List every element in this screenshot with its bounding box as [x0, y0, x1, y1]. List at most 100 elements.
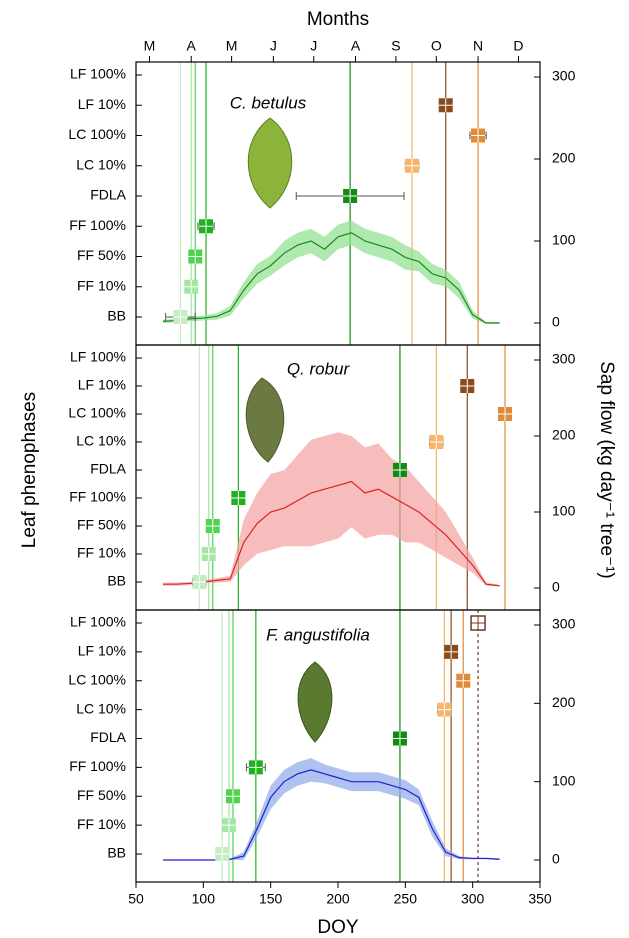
- x-tick-label: 300: [461, 891, 485, 907]
- x2-tick-label: S: [391, 38, 400, 54]
- marker-cross: [460, 379, 475, 393]
- leaf-icons: [245, 117, 333, 743]
- y2-tick-label: 200: [552, 150, 576, 166]
- marker-cross: [192, 575, 207, 589]
- marker-cross: [188, 249, 203, 264]
- y2-tick-label: 0: [552, 851, 560, 867]
- y-tick-label: LC 100%: [68, 126, 126, 142]
- panel: BB FF 10% FF 50% FF 100% FDLA LC 10% LC 100% LF…: [68, 344, 576, 611]
- marker-cross: [437, 702, 452, 717]
- leaf-icon: [245, 377, 285, 463]
- marker-cross: [343, 189, 358, 203]
- x2-tick-label: O: [431, 38, 442, 54]
- sap-flow-band: [162, 432, 500, 587]
- marker-cross: [205, 519, 220, 533]
- y-tick-label: FF 50%: [77, 247, 126, 263]
- y-tick-label: LC 10%: [76, 700, 126, 716]
- marker-cross: [248, 760, 263, 775]
- y-tick-label: BB: [107, 573, 126, 589]
- y2-tick-label: 300: [552, 616, 576, 632]
- y-tick-label: FDLA: [90, 729, 126, 745]
- marker-cross: [392, 463, 407, 477]
- y-tick-label: LF 10%: [78, 377, 126, 393]
- marker-cross: [429, 435, 444, 449]
- y-tick-label: LF 10%: [78, 96, 126, 112]
- leaf-icon: [247, 117, 293, 209]
- y-tick-label: FF 10%: [77, 816, 126, 832]
- y-tick-label: FF 50%: [77, 787, 126, 803]
- y-tick-label: FDLA: [90, 187, 126, 203]
- y-tick-label: FF 50%: [77, 517, 126, 533]
- marker-cross: [199, 219, 214, 234]
- y-tick-label: LF 100%: [70, 66, 126, 82]
- marker-cross: [184, 279, 199, 294]
- marker-cross: [471, 616, 486, 630]
- panel-frame: [135, 61, 541, 346]
- x2-tick-label: J: [270, 38, 277, 54]
- y-tick-label: FF 10%: [77, 545, 126, 561]
- marker-cross: [231, 491, 246, 505]
- y2-label: Sap flow (kg day⁻¹ tree⁻¹): [596, 361, 617, 579]
- x-label: DOY: [317, 917, 359, 938]
- y-tick-label: FF 100%: [69, 758, 126, 774]
- x2-label: Months: [307, 9, 369, 30]
- marker-cross: [405, 158, 420, 173]
- marker-cross: [201, 547, 216, 561]
- x-tick-label: 150: [259, 891, 283, 907]
- marker-cross: [444, 644, 459, 659]
- y2-tick-label: 100: [552, 503, 576, 519]
- marker-cross: [173, 310, 188, 324]
- y-tick-label: LC 100%: [68, 405, 126, 421]
- marker-cross: [221, 818, 236, 833]
- y2-tick-label: 100: [552, 772, 576, 788]
- panel-title: Q. robur: [287, 359, 351, 378]
- y-label: Leaf phenophases: [19, 392, 40, 548]
- panel-frame: [135, 609, 541, 883]
- sap-flow-band: [162, 758, 500, 860]
- marker-cross: [497, 407, 512, 421]
- y2-tick-label: 300: [552, 68, 576, 84]
- marker-cross: [471, 128, 486, 143]
- marker-cross: [225, 789, 240, 804]
- x2-tick-label: M: [144, 38, 156, 54]
- y-tick-label: BB: [107, 845, 126, 861]
- sap-flow-band: [162, 220, 500, 324]
- panel-title: F. angustifolia: [266, 625, 370, 644]
- x-tick-label: 50: [128, 891, 144, 907]
- x-tick-label: 200: [326, 891, 350, 907]
- panel: BB FF 10% FF 50% FF 100% FDLA LC 10% LC 100% LF…: [68, 61, 576, 346]
- y2-tick-label: 0: [552, 579, 560, 595]
- leaf-icon: [297, 661, 333, 743]
- x2-tick-label: A: [187, 38, 197, 54]
- sap-flow-line: [162, 480, 500, 587]
- x-tick-label: 350: [528, 891, 552, 907]
- x2-tick-label: M: [226, 38, 238, 54]
- y-tick-label: LF 100%: [70, 614, 126, 630]
- y2-tick-label: 100: [552, 232, 576, 248]
- y-tick-label: FF 100%: [69, 489, 126, 505]
- x-tick-label: 100: [192, 891, 216, 907]
- y-tick-label: LC 10%: [76, 156, 126, 172]
- x2-tick-label: N: [473, 38, 483, 54]
- y-tick-label: LC 10%: [76, 433, 126, 449]
- panel-title: C. betulus: [230, 93, 307, 112]
- x2-tick-label: A: [351, 38, 361, 54]
- marker-cross: [456, 673, 471, 688]
- x2-tick-label: D: [513, 38, 523, 54]
- y2-tick-label: 300: [552, 351, 576, 367]
- y2-tick-label: 0: [552, 314, 560, 330]
- x2-tick-label: J: [310, 38, 317, 54]
- y-tick-label: LF 100%: [70, 349, 126, 365]
- marker-cross: [215, 847, 230, 861]
- y2-tick-label: 200: [552, 427, 576, 443]
- marker-cross: [438, 98, 453, 113]
- marker-cross: [392, 731, 407, 746]
- y-tick-label: FF 100%: [69, 217, 126, 233]
- x-tick-label: 250: [394, 891, 418, 907]
- y-tick-label: BB: [107, 308, 126, 324]
- y-tick-label: LC 100%: [68, 671, 126, 687]
- y-tick-label: FF 10%: [77, 277, 126, 293]
- panel: BB FF 10% FF 50% FF 100% FDLA LC 10% LC 100% LF…: [68, 609, 576, 883]
- y2-tick-label: 200: [552, 694, 576, 710]
